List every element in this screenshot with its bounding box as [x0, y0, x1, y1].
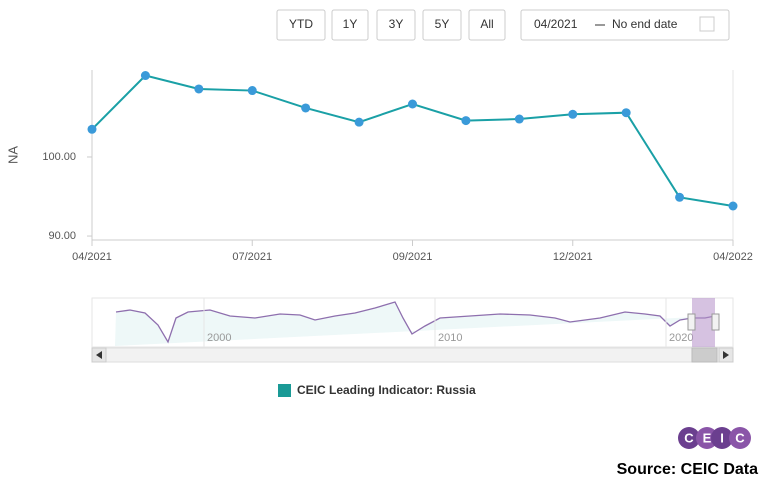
- y-axis-title: NA: [5, 146, 20, 164]
- logo-letter: I: [720, 430, 724, 445]
- logo-letter: C: [735, 430, 745, 445]
- navigator-label: 2000: [207, 332, 231, 344]
- logo-circle: [711, 427, 733, 449]
- x-tick-label: 07/2021: [232, 251, 272, 263]
- range-button[interactable]: 5Y: [422, 9, 462, 41]
- range-button[interactable]: YTD: [276, 9, 326, 41]
- navigator-selection[interactable]: [692, 298, 715, 347]
- range-button-label: 3Y: [389, 17, 404, 31]
- navigator-label: 2010: [438, 332, 462, 344]
- legend-label[interactable]: CEIC Leading Indicator: Russia: [297, 383, 476, 397]
- data-point: [408, 99, 417, 109]
- navigator-handle[interactable]: [687, 313, 696, 331]
- logo-letter: E: [703, 430, 712, 445]
- data-point: [247, 86, 257, 96]
- date-range[interactable]: 04/2021 No end date: [520, 9, 730, 41]
- navigator-line: [115, 301, 716, 344]
- arrow-icon: [96, 351, 102, 359]
- legend-swatch[interactable]: [278, 384, 291, 397]
- data-point: [301, 103, 311, 113]
- logo-circle: [729, 427, 751, 449]
- range-button-label: 1Y: [343, 17, 358, 31]
- x-tick-label: 09/2021: [393, 251, 433, 263]
- data-point: [87, 124, 97, 134]
- x-tick-label: 04/2022: [713, 251, 753, 263]
- logo: C E I C: [678, 427, 751, 449]
- data-point: [194, 84, 204, 94]
- range-button[interactable]: 3Y: [376, 9, 416, 41]
- range-button-label: 5Y: [435, 17, 450, 31]
- range-button-label: YTD: [289, 17, 313, 31]
- source: Source: CEIC Data: [617, 461, 758, 478]
- scroll-thumb[interactable]: [691, 347, 718, 363]
- date-start: 04/2021: [534, 17, 578, 31]
- x-tick-label: 12/2021: [553, 251, 593, 263]
- arrow-icon: [723, 351, 729, 359]
- logo-letter: C: [684, 430, 694, 445]
- data-point: [728, 201, 738, 211]
- data-point: [514, 114, 524, 124]
- date-end: No end date: [612, 17, 678, 31]
- x-tick-label: 04/2021: [72, 251, 112, 263]
- y-tick-label: 100.00: [42, 151, 76, 163]
- navigator-area: [115, 302, 715, 346]
- data-point: [568, 109, 578, 119]
- data-point: [675, 192, 685, 202]
- range-button[interactable]: All: [468, 9, 506, 41]
- scrollbar[interactable]: [91, 347, 734, 363]
- y-tick-label: 90.00: [48, 230, 76, 242]
- range-button-label: All: [480, 17, 493, 31]
- navigator-handle[interactable]: [711, 313, 720, 331]
- data-point: [461, 116, 471, 126]
- data-point: [354, 117, 364, 127]
- data-point: [140, 71, 150, 81]
- logo-circle: [678, 427, 700, 449]
- navigator-label: 2020: [669, 332, 693, 344]
- data-point: [621, 108, 631, 118]
- calendar-icon: [699, 16, 715, 32]
- range-button[interactable]: 1Y: [331, 9, 369, 41]
- series-line: [91, 74, 734, 207]
